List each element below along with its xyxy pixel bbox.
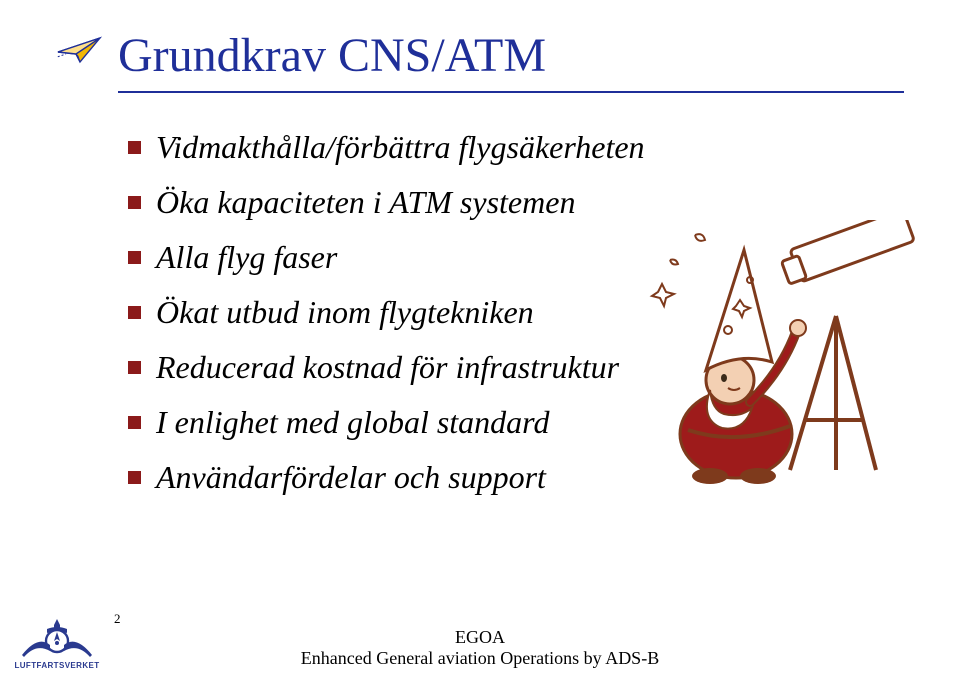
bullet-item: Alla flyg faser: [128, 237, 688, 278]
bullet-item: Vidmakthålla/förbättra flygsäkerheten: [128, 127, 688, 168]
bullet-item: Ökat utbud inom flygtekniken: [128, 292, 688, 333]
bullet-item: I enlighet med global standard: [128, 402, 688, 443]
page-number: 2: [114, 611, 121, 627]
slide-title: Grundkrav CNS/ATM: [118, 28, 546, 83]
bullet-item: Öka kapaciteten i ATM systemen: [128, 182, 688, 223]
bullet-list: Vidmakthålla/förbättra flygsäkerheten Ök…: [128, 127, 688, 498]
footer-center-text: EGOA Enhanced General aviation Operation…: [301, 627, 659, 669]
footer-line1: EGOA: [301, 627, 659, 648]
bullet-item: Användarfördelar och support: [128, 457, 688, 498]
paper-plane-icon: [56, 34, 104, 66]
bullet-item: Reducerad kostnad för infrastruktur: [128, 347, 688, 388]
title-row: Grundkrav CNS/ATM: [56, 28, 904, 83]
astronomer-telescope-icon: [640, 220, 930, 490]
title-rule: [118, 91, 904, 93]
footer-org-label: LUFTFARTSVERKET: [14, 661, 99, 670]
footer-line2: Enhanced General aviation Operations by …: [301, 648, 659, 669]
slide: Grundkrav CNS/ATM Vidmakthålla/förbättra…: [0, 0, 960, 687]
luftfartsverket-logo-icon: LUFTFARTSVERKET: [14, 612, 100, 672]
slide-footer: LUFTFARTSVERKET 2 EGOA Enhanced General …: [0, 607, 960, 677]
